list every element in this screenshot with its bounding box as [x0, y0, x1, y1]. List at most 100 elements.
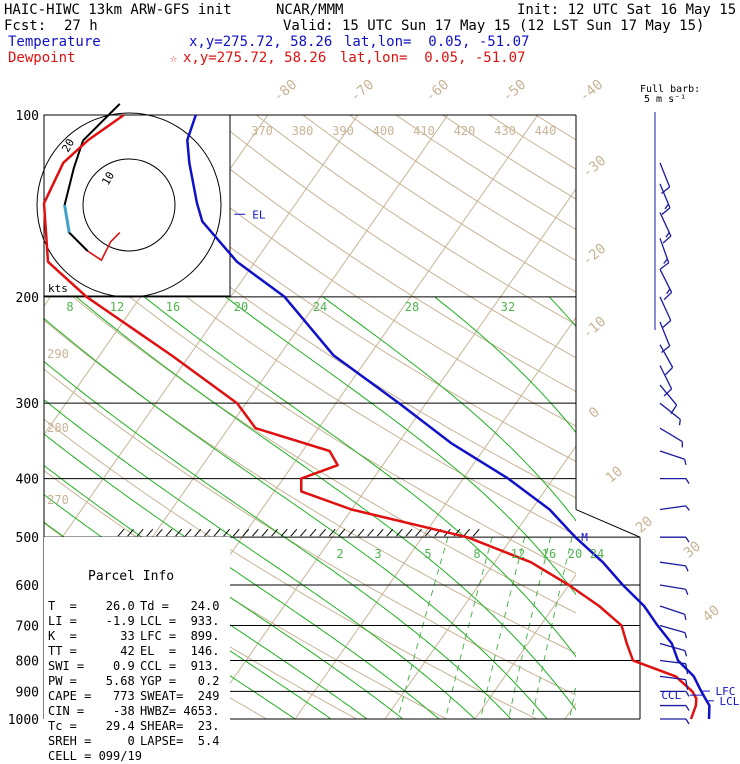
- isotherm-label: -70: [348, 77, 378, 106]
- freezing-hatch: [406, 529, 412, 536]
- freezing-hatch: [377, 529, 383, 536]
- barb-staff: [660, 506, 686, 510]
- barb-flag: [685, 651, 687, 657]
- wind-barb: [660, 238, 669, 269]
- parcel-right-value: SHEAR= 23.: [140, 719, 219, 734]
- mixing-ratio-label: 20: [234, 300, 248, 314]
- mixing-ratio-label: 16: [542, 547, 556, 561]
- parcel-left-value: SREH = 0: [48, 734, 140, 749]
- barb-flag: [686, 680, 688, 690]
- dewpoint-xy: x,y=275.72, 58.26: [183, 50, 326, 66]
- barb-staff: [660, 606, 685, 614]
- dewpoint-latlon: lat,lon= 0.05, -51.07: [340, 50, 525, 66]
- wind-barb: [660, 212, 671, 243]
- mixing-ratio-label: 5: [424, 547, 431, 561]
- barb-flag: [686, 589, 688, 594]
- isotherm-label: -80: [271, 77, 301, 106]
- wind-barb: [660, 428, 682, 447]
- pressure-tick-label: 400: [16, 473, 39, 488]
- barb-staff: [660, 366, 672, 389]
- el-marker-label: EL: [252, 208, 266, 221]
- parcel-info-title: Parcel Info: [48, 569, 230, 584]
- parcel-left-value: SWI = 0.9: [48, 659, 140, 674]
- dry-adiabat: [163, 115, 740, 719]
- mixing-ratio-label: 8: [473, 547, 480, 561]
- barb-flag: [667, 289, 670, 294]
- wind-barb: [660, 451, 686, 465]
- parcel-right-value: Td = 24.0: [140, 599, 219, 614]
- parcel-left-value: T = 26.0: [48, 599, 140, 614]
- isotherm-label: 0: [586, 404, 603, 422]
- freezing-hatch: [300, 529, 306, 536]
- barb-flag: [664, 292, 672, 299]
- mixing-ratio-label: 12: [110, 300, 124, 314]
- barb-staff: [660, 297, 671, 321]
- mixing-ratio-label: 20: [568, 547, 582, 561]
- wind-barbs: [655, 112, 689, 724]
- theta-label: 410: [413, 124, 435, 138]
- barb-flag: [662, 208, 670, 215]
- barb-staff: [660, 451, 685, 459]
- theta-label: 270: [47, 493, 69, 507]
- barb-flag: [686, 537, 689, 542]
- moist-adiabat: [226, 297, 656, 719]
- theta-label: 420: [454, 124, 476, 138]
- freezing-hatch: [214, 529, 220, 536]
- moist-adiabat: [650, 297, 740, 719]
- pressure-tick-label: 200: [16, 291, 39, 306]
- freezing-hatch: [473, 529, 479, 536]
- pressure-tick-label: 100: [16, 109, 39, 124]
- barb-staff: [660, 676, 686, 679]
- isotherm-label: -10: [580, 314, 610, 343]
- barb-staff: [660, 385, 677, 405]
- fcst-label: Fcst:: [4, 18, 46, 34]
- star-marker-icon: ☆: [170, 50, 177, 66]
- freezing-hatch: [358, 529, 364, 536]
- barb-flag: [685, 633, 687, 639]
- barb-flag: [686, 479, 689, 484]
- freezing-hatch: [176, 529, 182, 536]
- temperature-latlon: lat,lon= 0.05, -51.07: [344, 34, 529, 50]
- parcel-left-value: LI = -1.9: [48, 614, 140, 629]
- barb-flag: [664, 259, 668, 264]
- isotherm-label: -30: [580, 153, 610, 182]
- barb-staff: [660, 660, 686, 663]
- dry-adiabat: [536, 115, 740, 719]
- pressure-tick-label: 600: [16, 579, 39, 594]
- freezing-hatch: [195, 529, 201, 536]
- mixing-ratio-label: 32: [501, 300, 515, 314]
- isotherm-label: 30: [681, 538, 704, 561]
- pressure-tick-label: 500: [16, 531, 39, 546]
- parcel-left-value: Tc = 29.4: [48, 719, 140, 734]
- theta-label: 430: [494, 124, 516, 138]
- barb-flag: [686, 664, 688, 674]
- parcel-left-value: K = 33: [48, 629, 140, 644]
- wind-barb: [660, 706, 689, 711]
- parcel-left-value: CIN = -38: [48, 704, 140, 719]
- pressure-tick-label: 700: [16, 619, 39, 634]
- moist-adiabat: [549, 297, 740, 719]
- mixing-ratio-label: 12: [511, 547, 525, 561]
- barb-flag: [663, 236, 671, 243]
- barb-flag: [686, 719, 689, 724]
- parcel-right-value: YGP = 0.2: [140, 674, 219, 689]
- init-time: Init: 12 UTC Sat 16 May 15: [517, 2, 736, 18]
- valid-time: Valid: 15 UTC Sun 17 May 15 (12 LST Sun …: [283, 18, 704, 34]
- wind-barb: [660, 297, 671, 328]
- dry-adiabat: [303, 115, 740, 719]
- freezing-hatch: [224, 529, 230, 536]
- dry-adiabat: [349, 115, 740, 719]
- freezing-hatch: [128, 529, 134, 536]
- parcel-left-value: TT = 42: [48, 644, 140, 659]
- theta-label: 370: [251, 124, 273, 138]
- barb-flag: [685, 459, 686, 465]
- freezing-hatch: [118, 529, 124, 536]
- barb-staff: [660, 163, 670, 187]
